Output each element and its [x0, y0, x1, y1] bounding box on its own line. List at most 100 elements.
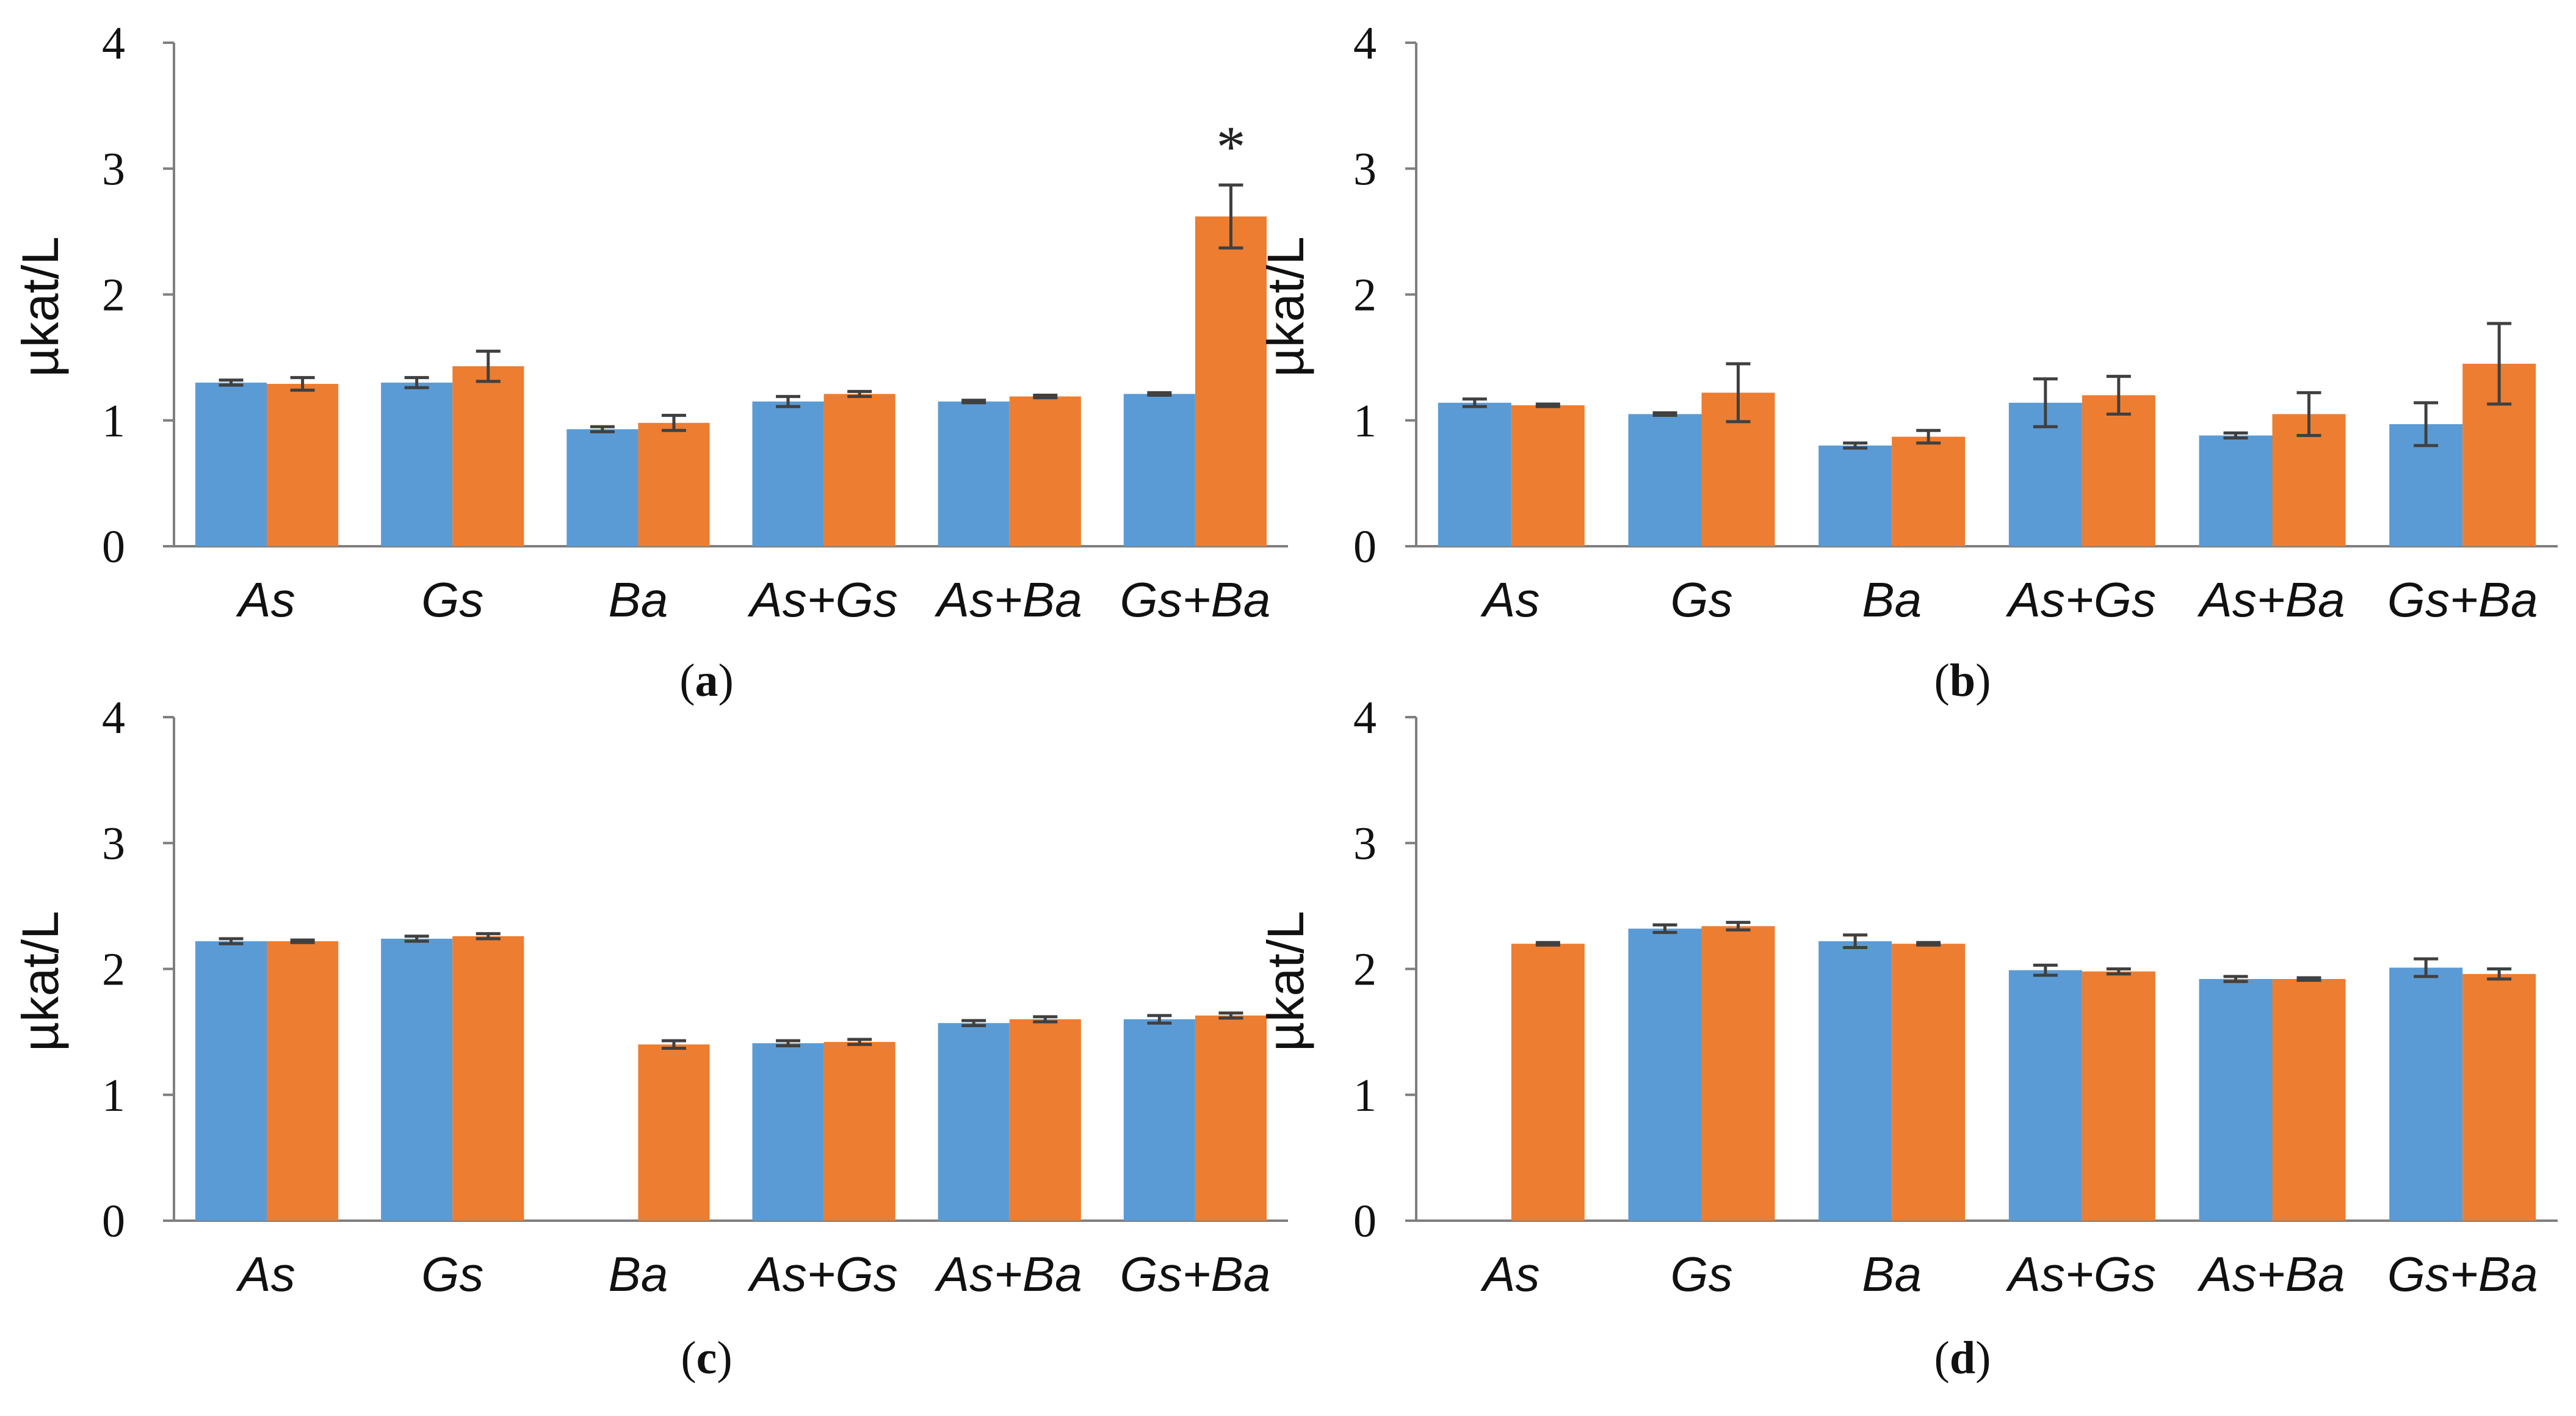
- bar-series2-gs: [1701, 926, 1775, 1221]
- x-tick-label: As+Ba: [935, 573, 1082, 627]
- x-tick-label: Ba: [1862, 1247, 1922, 1301]
- panel-caption-letter: a: [695, 655, 718, 706]
- y-tick-label: 3: [102, 818, 125, 869]
- y-tick-label: 3: [1353, 818, 1377, 869]
- bar-series1-as: [1438, 402, 1511, 546]
- bar-series1-gs: [1628, 414, 1702, 546]
- chart-panel-a: 0 1 2 3 4 µkat/L As Gs Ba As+Gs As+Ba Gs+Ba * (a): [12, 18, 1288, 706]
- x-tick-label: Gs+Ba: [2387, 573, 2538, 627]
- bar-series2-as-gs: [823, 1042, 895, 1221]
- bar-series2-as-ba: [1009, 396, 1081, 546]
- y-tick-label: 4: [102, 18, 125, 69]
- y-tick-label: 4: [1353, 692, 1377, 743]
- bar-series2-gs-ba: [1195, 216, 1267, 546]
- bar-series1-gs: [381, 939, 453, 1221]
- bar-series2-as-gs: [2082, 395, 2155, 546]
- x-tick-label: Ba: [608, 1247, 668, 1301]
- y-axis-label: µkat/L: [12, 236, 69, 377]
- y-tick-label: 1: [1353, 1070, 1377, 1121]
- x-tick-label: As+Gs: [747, 573, 897, 627]
- y-tick-label: 4: [1353, 18, 1377, 69]
- x-tick-label: As+Ba: [2198, 573, 2345, 627]
- bar-series1-ba: [1818, 446, 1892, 546]
- bar-series2-as-ba: [1009, 1019, 1081, 1221]
- x-tick-label: Gs: [421, 573, 483, 627]
- bar-series1-as: [195, 382, 267, 546]
- x-tick-label: Gs: [1670, 573, 1732, 627]
- x-tick-label: As+Gs: [2006, 573, 2156, 627]
- bar-series2-ba: [638, 422, 710, 546]
- bar-series1-as-ba: [938, 1023, 1010, 1221]
- x-tick-label: As+Ba: [935, 1247, 1082, 1301]
- bar-series1-as-gs: [752, 401, 824, 546]
- bar-series1-gs-ba: [1123, 394, 1195, 546]
- x-tick-label: As: [1480, 573, 1539, 627]
- bar-series1-gs: [381, 382, 453, 546]
- bar-series2-gs: [452, 366, 524, 546]
- bar-series1-gs-ba: [2389, 967, 2463, 1221]
- significance-marker: *: [1216, 114, 1245, 179]
- y-tick-label: 4: [102, 692, 125, 743]
- bar-series1-as-gs: [752, 1043, 824, 1221]
- y-tick-label: 0: [102, 1196, 125, 1247]
- bar-series2-gs-ba: [1195, 1015, 1267, 1221]
- bar-series1-ba: [566, 429, 639, 546]
- x-tick-label: As+Gs: [747, 1247, 897, 1301]
- y-tick-label: 2: [1353, 944, 1377, 995]
- panel-caption-letter: d: [1950, 1332, 1975, 1384]
- y-tick-label: 2: [1353, 270, 1377, 321]
- x-tick-label: As: [236, 573, 295, 627]
- panel-caption: (a): [679, 655, 734, 706]
- chart-panel-b: 0 1 2 3 4 µkat/L As Gs Ba As+Gs As+Ba Gs+Ba (b): [1257, 18, 2558, 706]
- bar-series1-as-ba: [2199, 435, 2273, 546]
- panel-caption-letter: b: [1950, 655, 1975, 706]
- x-tick-label: Gs: [421, 1247, 483, 1301]
- bar-series2-gs: [452, 936, 524, 1221]
- bar-series2-ba: [1892, 436, 1966, 546]
- bar-series1-as-gs: [2008, 970, 2082, 1221]
- y-tick-label: 0: [1353, 1196, 1377, 1247]
- y-tick-label: 1: [102, 1070, 125, 1121]
- bar-series2-as: [267, 941, 339, 1221]
- bar-series1-ba: [1818, 941, 1892, 1221]
- bar-series2-as-gs: [2082, 971, 2155, 1221]
- bar-series1-gs-ba: [1123, 1019, 1195, 1221]
- bar-series2-as: [267, 383, 339, 546]
- y-axis-label: µkat/L: [12, 911, 69, 1052]
- y-tick-label: 3: [102, 143, 125, 195]
- bar-series1-as: [195, 941, 267, 1221]
- x-tick-label: As+Gs: [2006, 1247, 2156, 1301]
- panel-caption: (c): [681, 1332, 732, 1384]
- bar-series2-as: [1511, 405, 1585, 546]
- y-axis-label: µkat/L: [1257, 236, 1314, 377]
- bar-series1-as-ba: [2199, 979, 2273, 1221]
- bar-series1-as-ba: [938, 401, 1010, 546]
- x-tick-label: As: [1480, 1247, 1539, 1301]
- y-tick-label: 0: [102, 521, 125, 573]
- y-tick-label: 2: [102, 944, 125, 995]
- x-tick-label: Gs+Ba: [1120, 573, 1271, 627]
- chart-panel-d: 0 1 2 3 4 µkat/L As Gs Ba As+Gs As+Ba Gs+Ba (d): [1257, 692, 2558, 1384]
- x-tick-label: Ba: [1862, 573, 1922, 627]
- y-tick-label: 0: [1353, 521, 1377, 573]
- bar-series2-as: [1511, 944, 1585, 1221]
- y-axis-label: µkat/L: [1257, 911, 1314, 1052]
- panel-caption-letter: c: [696, 1332, 717, 1384]
- bar-series2-gs-ba: [2462, 974, 2536, 1221]
- bar-series2-as-gs: [823, 394, 895, 546]
- x-tick-label: Gs+Ba: [1120, 1247, 1271, 1301]
- chart-panel-c: 0 1 2 3 4 µkat/L As Gs Ba As+Gs As+Ba Gs+Ba (c): [12, 692, 1288, 1384]
- panel-caption: (d): [1934, 1332, 1991, 1384]
- bar-series1-gs: [1628, 928, 1702, 1221]
- y-tick-label: 2: [102, 270, 125, 321]
- x-tick-label: As: [236, 1247, 295, 1301]
- bar-series2-ba: [638, 1044, 710, 1221]
- x-tick-label: As+Ba: [2198, 1247, 2345, 1301]
- panel-caption: (b): [1934, 655, 1991, 706]
- bar-series2-ba: [1892, 944, 1966, 1221]
- y-tick-label: 3: [1353, 143, 1377, 195]
- x-tick-label: Ba: [608, 573, 668, 627]
- y-tick-label: 1: [1353, 396, 1377, 447]
- x-tick-label: Gs+Ba: [2387, 1247, 2538, 1301]
